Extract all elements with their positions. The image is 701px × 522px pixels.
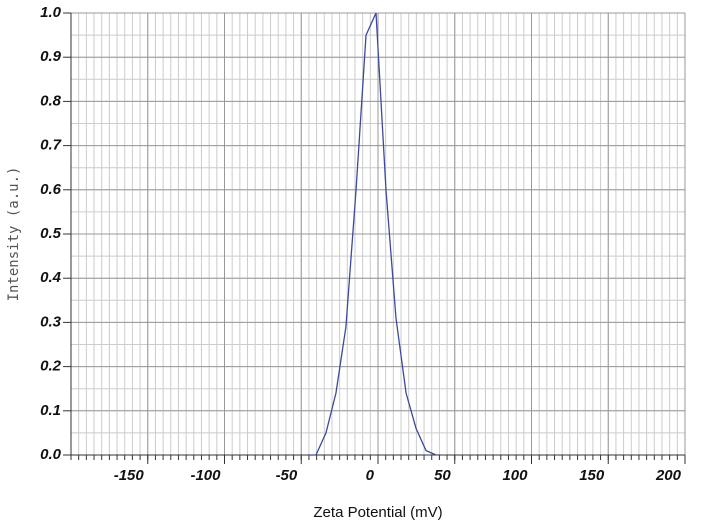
y-tick-label: 0.1: [40, 402, 61, 419]
y-tick-label: 0.7: [40, 137, 62, 154]
x-tick-label: -150: [114, 467, 145, 484]
y-tick-label: 0.9: [40, 48, 62, 65]
y-tick-label: 0.2: [40, 358, 62, 375]
x-tick-label: 150: [579, 467, 605, 484]
y-tick-label: 0.0: [40, 446, 62, 463]
y-tick-label: 0.3: [40, 313, 62, 330]
y-axis-label: Intensity (a.u.): [6, 167, 22, 302]
x-tick-label: 50: [434, 467, 451, 484]
x-tick-label: 200: [655, 467, 682, 484]
x-tick-label: 100: [502, 467, 528, 484]
y-tick-label: 0.8: [40, 92, 62, 109]
x-axis-label: Zeta Potential (mV): [313, 504, 442, 521]
y-tick-label: 0.6: [40, 181, 62, 198]
y-tick-label: 1.0: [40, 4, 62, 21]
x-tick-label: 0: [366, 467, 375, 484]
y-tick-label: 0.4: [40, 269, 62, 286]
y-tick-label: 0.5: [40, 225, 62, 242]
x-tick-label: -100: [190, 467, 221, 484]
data-line: [308, 12, 437, 456]
x-tick-label: -50: [276, 467, 298, 484]
